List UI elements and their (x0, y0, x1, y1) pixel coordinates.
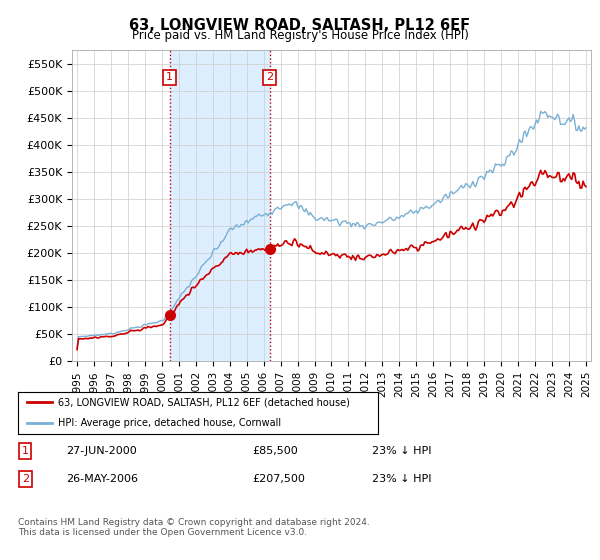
Text: Price paid vs. HM Land Registry's House Price Index (HPI): Price paid vs. HM Land Registry's House … (131, 29, 469, 42)
Bar (170, 50, 270, 361)
Text: 2: 2 (22, 474, 29, 484)
Text: £85,500: £85,500 (252, 446, 298, 456)
Text: Contains HM Land Registry data © Crown copyright and database right 2024.
This d: Contains HM Land Registry data © Crown c… (18, 518, 370, 538)
Text: 23% ↓ HPI: 23% ↓ HPI (372, 446, 431, 456)
Text: 63, LONGVIEW ROAD, SALTASH, PL12 6EF: 63, LONGVIEW ROAD, SALTASH, PL12 6EF (130, 18, 470, 33)
Text: 2: 2 (266, 72, 273, 82)
Text: HPI: Average price, detached house, Cornwall: HPI: Average price, detached house, Corn… (58, 418, 281, 428)
Text: 63, LONGVIEW ROAD, SALTASH, PL12 6EF (detached house): 63, LONGVIEW ROAD, SALTASH, PL12 6EF (de… (58, 397, 349, 407)
Text: 23% ↓ HPI: 23% ↓ HPI (372, 474, 431, 484)
Text: £207,500: £207,500 (252, 474, 305, 484)
Text: 27-JUN-2000: 27-JUN-2000 (66, 446, 137, 456)
Text: 1: 1 (22, 446, 29, 456)
Text: 1: 1 (166, 72, 173, 82)
Text: 26-MAY-2006: 26-MAY-2006 (66, 474, 138, 484)
